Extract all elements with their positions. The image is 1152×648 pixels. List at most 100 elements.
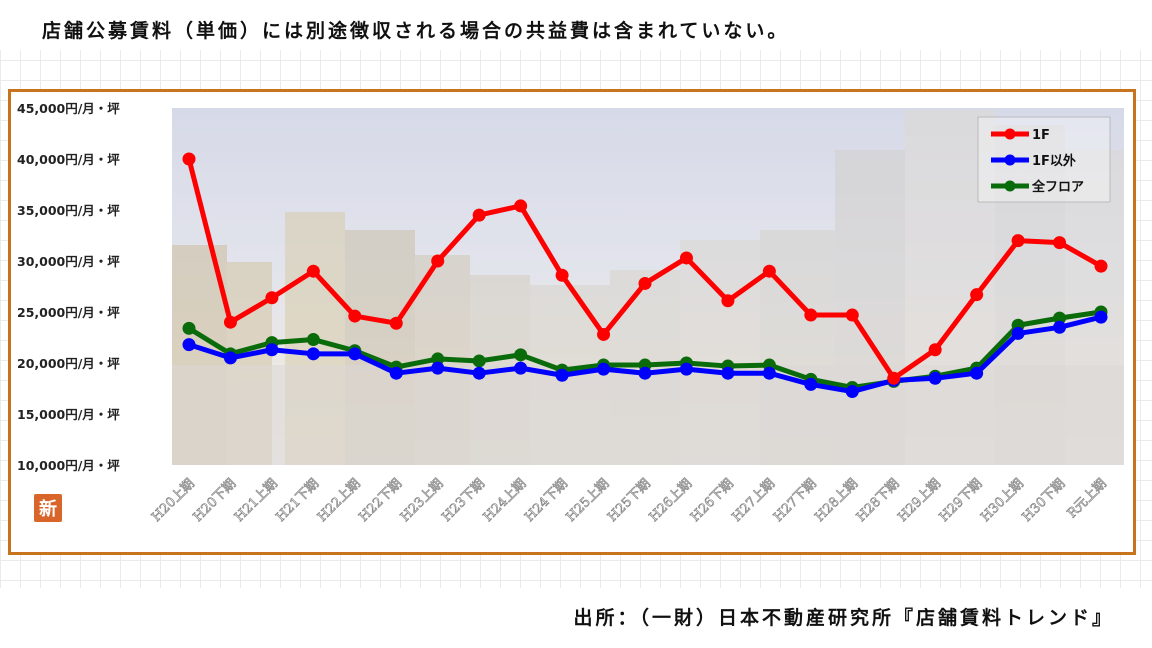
- chart-note: 店舗公募賃料（単価）には別途徴収される場合の共益費は含まれていない。: [42, 20, 790, 42]
- data-point: [389, 366, 403, 380]
- data-point: [679, 251, 693, 265]
- x-tick-label: H26下期: [688, 476, 737, 525]
- x-tick-label: H23下期: [439, 476, 488, 525]
- legend-entry: 1F: [991, 128, 1050, 143]
- x-tick-label: H30上期: [978, 476, 1027, 525]
- legend-entry: 全フロア: [991, 179, 1084, 195]
- data-point: [182, 338, 196, 352]
- x-tick-label: H30下期: [1020, 476, 1069, 525]
- data-point: [472, 354, 486, 368]
- data-point: [804, 308, 818, 322]
- data-point: [638, 366, 652, 380]
- data-point: [223, 351, 237, 365]
- y-axis: 10,000円/月・坪 15,000円/月・坪 20,000円/月・坪 25,000円…: [17, 101, 120, 473]
- x-axis: H20上期H20下期H21上期H21下期H22上期H22下期H23上期H23下期…: [149, 476, 1110, 525]
- data-point: [845, 308, 859, 322]
- data-point: [182, 152, 196, 166]
- x-tick-label: H27上期: [729, 476, 778, 525]
- x-tick-label: H29下期: [937, 476, 986, 525]
- data-point: [472, 366, 486, 380]
- x-tick-label: H21下期: [273, 476, 322, 525]
- data-point: [306, 333, 320, 347]
- x-tick-label: H22上期: [315, 476, 364, 525]
- data-point: [597, 362, 611, 376]
- y-tick-label: 35,000円/月・坪: [17, 203, 120, 218]
- x-tick-label: H25下期: [605, 476, 654, 525]
- y-tick-label: 45,000円/月・坪: [17, 101, 120, 116]
- data-point: [804, 377, 818, 391]
- new-badge: 新: [34, 494, 62, 522]
- x-tick-label: H23上期: [398, 476, 447, 525]
- data-point: [306, 347, 320, 361]
- data-point: [431, 254, 445, 268]
- data-point: [679, 362, 693, 376]
- data-point: [514, 199, 528, 213]
- data-point: [970, 366, 984, 380]
- y-tick-label: 30,000円/月・坪: [17, 254, 120, 269]
- y-tick-label: 25,000円/月・坪: [17, 305, 120, 320]
- data-point: [431, 361, 445, 375]
- x-tick-label: H22下期: [356, 476, 405, 525]
- data-point: [265, 291, 279, 305]
- y-tick-label: 40,000円/月・坪: [17, 152, 120, 167]
- x-tick-label: H20下期: [191, 476, 240, 525]
- data-point: [1011, 234, 1025, 248]
- x-tick-label: H25上期: [564, 476, 613, 525]
- data-point: [970, 288, 984, 302]
- legend-swatch-marker: [1004, 154, 1016, 166]
- x-tick-label: H24下期: [522, 476, 571, 525]
- data-point: [1053, 236, 1067, 250]
- data-point: [1053, 320, 1067, 334]
- data-point: [928, 343, 942, 357]
- data-point: [431, 352, 445, 366]
- legend-label: 全フロア: [1031, 179, 1084, 195]
- data-point: [1053, 311, 1067, 325]
- data-point: [306, 264, 320, 278]
- series-layer: [182, 152, 1108, 399]
- data-point: [1094, 259, 1108, 273]
- data-point: [555, 268, 569, 282]
- legend-swatch-marker: [1004, 180, 1016, 192]
- legend-entry: 1F以外: [991, 153, 1076, 169]
- data-point: [1011, 326, 1025, 340]
- data-point: [265, 343, 279, 357]
- data-point: [762, 366, 776, 380]
- y-tick-label: 10,000円/月・坪: [17, 458, 120, 473]
- legend-label: 1F以外: [1032, 153, 1076, 169]
- x-tick-label: H28下期: [854, 476, 903, 525]
- x-tick-label: H28上期: [812, 476, 861, 525]
- data-point: [928, 371, 942, 385]
- x-tick-label: H20上期: [149, 476, 198, 525]
- data-point: [389, 316, 403, 330]
- data-point: [721, 294, 735, 308]
- data-point: [887, 371, 901, 385]
- y-tick-label: 20,000円/月・坪: [17, 356, 120, 371]
- source-credit: 出所：（一財）日本不動産研究所『店舗賃料トレンド』: [573, 607, 1114, 629]
- data-point: [223, 315, 237, 329]
- data-point: [597, 327, 611, 341]
- header-area: [0, 0, 1152, 50]
- series-1: [182, 310, 1108, 399]
- series-0: [182, 152, 1108, 385]
- x-tick-label: R元上期: [1065, 476, 1110, 521]
- data-point: [182, 321, 196, 335]
- x-tick-label: H24上期: [481, 476, 530, 525]
- background-street: [172, 365, 1124, 465]
- data-point: [1094, 310, 1108, 324]
- footer-area: [0, 588, 1152, 648]
- data-point: [472, 208, 486, 222]
- data-point: [514, 348, 528, 362]
- legend-swatch-marker: [1004, 128, 1016, 140]
- x-tick-label: H29上期: [895, 476, 944, 525]
- x-tick-label: H27下期: [771, 476, 820, 525]
- x-tick-label: H21上期: [232, 476, 281, 525]
- data-point: [845, 385, 859, 399]
- data-point: [348, 347, 362, 361]
- legend-label: 1F: [1032, 128, 1050, 143]
- data-point: [555, 368, 569, 382]
- data-point: [514, 361, 528, 375]
- data-point: [762, 264, 776, 278]
- data-point: [638, 276, 652, 290]
